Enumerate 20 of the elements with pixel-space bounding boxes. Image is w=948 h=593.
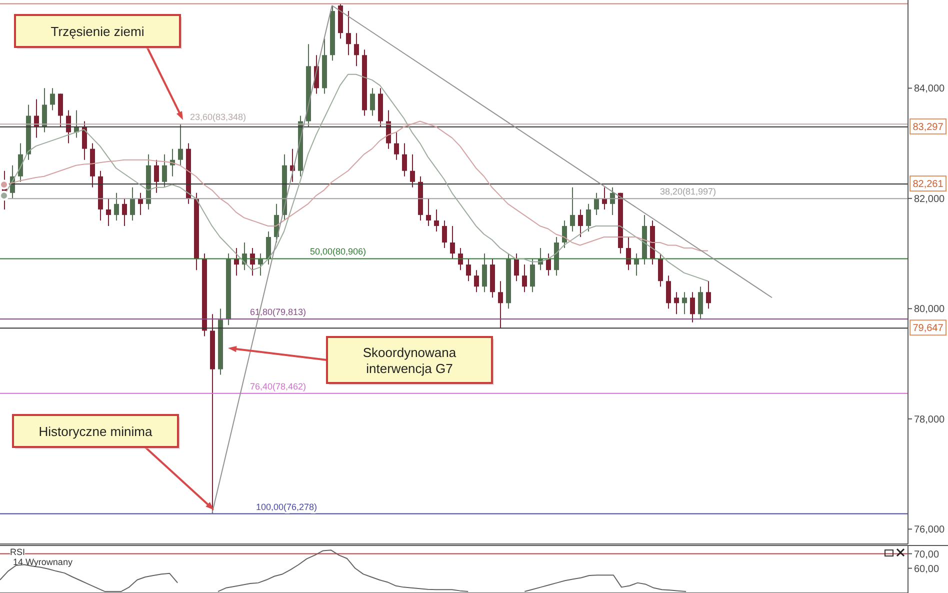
- y-tick-label: 60,00: [914, 564, 940, 575]
- y-tick-label: 76,000: [914, 524, 946, 536]
- y-tick-label: 82,000: [914, 194, 946, 205]
- ref-line-label: 38,20(81,997): [660, 186, 716, 197]
- y-tick-label: 78,000: [914, 414, 946, 426]
- ref-line-label: 23,60(83,348): [190, 112, 246, 122]
- ref-line-label: 83,297: [912, 122, 944, 133]
- chart-title: RSI: [10, 547, 26, 557]
- ref-line-label: 50,00(80,906): [310, 246, 366, 257]
- y-tick-label: 70,00: [914, 549, 940, 560]
- ref-line-label: 100,00(76,278): [256, 502, 318, 512]
- annotation: Skoordynowana interwencja G7: [362, 345, 457, 376]
- ref-line-label: 82,261: [912, 179, 944, 190]
- text: 14 Wyrownany: [12, 557, 72, 567]
- ref-line-label: 79,647: [912, 323, 944, 334]
- y-tick-label: 84,000: [914, 84, 946, 95]
- ref-line-label: 76,40(78,462): [250, 381, 306, 392]
- annotation: Trzęsienie ziemi: [50, 24, 144, 39]
- y-tick-label: 80,000: [914, 304, 946, 316]
- annotation: Historyczne minima: [38, 424, 153, 439]
